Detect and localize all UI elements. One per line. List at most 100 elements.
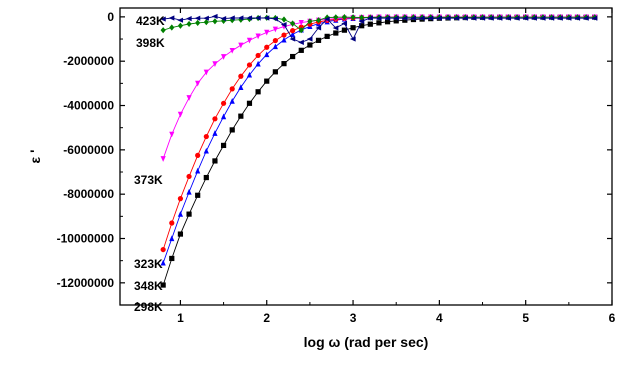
data-point-373k	[272, 26, 278, 33]
data-point-398k	[350, 14, 356, 21]
data-point-423k	[419, 15, 425, 21]
series-323k	[160, 14, 598, 253]
data-point-298k	[203, 174, 209, 181]
data-point-373k	[160, 156, 166, 162]
x-tick-label: 5	[522, 311, 529, 325]
data-point-423k	[384, 15, 391, 21]
data-point-298k	[238, 113, 244, 119]
data-point-423k	[548, 15, 555, 21]
data-point-423k	[496, 15, 503, 21]
data-point-348k	[272, 43, 278, 50]
x-tick-label: 4	[436, 311, 443, 325]
data-point-298k	[169, 255, 175, 262]
data-point-323k	[255, 52, 261, 59]
data-point-298k	[212, 158, 218, 164]
data-point-348k	[186, 188, 192, 195]
series-348k	[160, 13, 598, 266]
data-point-348k	[160, 259, 166, 266]
series-373k	[160, 14, 598, 162]
data-point-373k	[186, 95, 192, 101]
data-point-298k	[272, 69, 278, 75]
data-point-423k	[220, 16, 227, 22]
data-point-423k	[168, 15, 175, 21]
data-point-323k	[186, 173, 192, 180]
data-point-323k	[229, 86, 235, 92]
data-point-323k	[220, 100, 227, 106]
x-tick-label: 3	[350, 311, 357, 325]
data-point-423k	[436, 15, 442, 21]
y-tick-label: 0	[107, 10, 114, 24]
data-point-348k	[255, 60, 261, 67]
data-point-348k	[203, 147, 209, 154]
data-point-323k	[160, 246, 166, 253]
data-point-423k	[505, 15, 512, 21]
data-point-298k	[333, 30, 339, 36]
data-point-348k	[246, 71, 253, 78]
data-point-298k	[246, 100, 253, 106]
data-point-423k	[237, 15, 244, 21]
data-point-398k	[359, 14, 365, 21]
data-point-348k	[281, 36, 287, 43]
data-point-423k	[280, 22, 287, 28]
data-point-398k	[186, 20, 192, 28]
data-point-423k	[246, 15, 253, 21]
series-line-323k	[162, 16, 595, 250]
data-point-423k	[479, 15, 486, 21]
data-point-323k	[281, 32, 287, 38]
data-point-298k	[195, 192, 201, 198]
data-point-348k	[220, 113, 227, 120]
data-point-373k	[177, 111, 184, 118]
data-point-423k	[315, 25, 322, 31]
series-label-373k: 373K	[134, 173, 163, 187]
data-point-298k	[255, 89, 261, 95]
data-point-373k	[298, 20, 304, 26]
data-point-298k	[177, 231, 184, 237]
data-point-423k	[591, 15, 598, 21]
data-point-298k	[341, 27, 348, 33]
data-point-398k	[307, 18, 313, 25]
y-axis-title: ε '	[27, 150, 43, 164]
data-point-298k	[160, 282, 166, 288]
x-tick-label: 1	[177, 311, 184, 325]
data-point-423k	[358, 18, 365, 24]
data-point-298k	[324, 33, 330, 39]
data-point-298k	[186, 211, 192, 217]
data-point-373k	[229, 47, 235, 54]
data-point-348k	[229, 97, 235, 104]
data-point-423k	[194, 15, 201, 21]
series-labels: 298K 348K 323K 373K 398K 423K	[134, 14, 165, 314]
data-point-298k	[376, 20, 382, 26]
data-point-373k	[238, 42, 244, 49]
data-point-423k	[263, 15, 270, 21]
series-423k	[160, 13, 598, 45]
series-label-348k: 348K	[134, 279, 163, 293]
data-point-398k	[195, 19, 201, 26]
data-point-323k	[246, 62, 253, 68]
data-point-323k	[195, 152, 201, 158]
x-tick-label: 2	[263, 311, 270, 325]
x-axis: 1 2 3 4 5 6	[136, 8, 616, 325]
data-point-323k	[203, 133, 209, 140]
data-point-398k	[290, 20, 296, 27]
data-point-298k	[229, 127, 235, 133]
series-label-323k: 323K	[134, 257, 163, 271]
data-point-323k	[272, 37, 278, 44]
data-point-398k	[333, 14, 339, 21]
data-point-398k	[229, 17, 235, 24]
data-point-423k	[557, 15, 563, 21]
data-point-348k	[264, 51, 270, 58]
y-tick-label: -10000000	[57, 232, 115, 246]
data-point-423k	[427, 15, 434, 21]
data-point-298k	[307, 42, 313, 48]
data-point-298k	[290, 53, 296, 60]
data-point-323k	[177, 196, 184, 202]
data-point-398k	[203, 19, 209, 26]
data-point-423k	[470, 15, 477, 21]
data-point-423k	[531, 15, 537, 21]
data-point-423k	[289, 36, 296, 42]
x-tick-label: 6	[609, 311, 616, 325]
y-tick-label: -6000000	[63, 143, 114, 157]
data-point-423k	[513, 15, 520, 21]
data-point-323k	[212, 116, 218, 122]
